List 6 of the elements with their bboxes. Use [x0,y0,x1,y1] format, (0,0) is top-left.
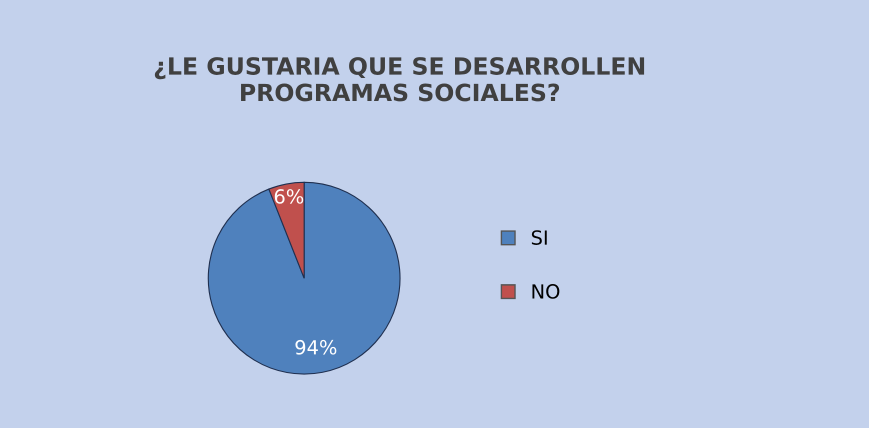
data-label: 94% [295,340,336,355]
legend-label: SI [532,230,547,245]
legend-label: NO [532,284,560,299]
data-label: 6% [274,189,304,204]
pie-slice [208,182,401,375]
chart-title: ¿LE GUSTARIA QUE SE DESARROLLEN PROGRAMAS SOCIALES? [154,57,644,102]
